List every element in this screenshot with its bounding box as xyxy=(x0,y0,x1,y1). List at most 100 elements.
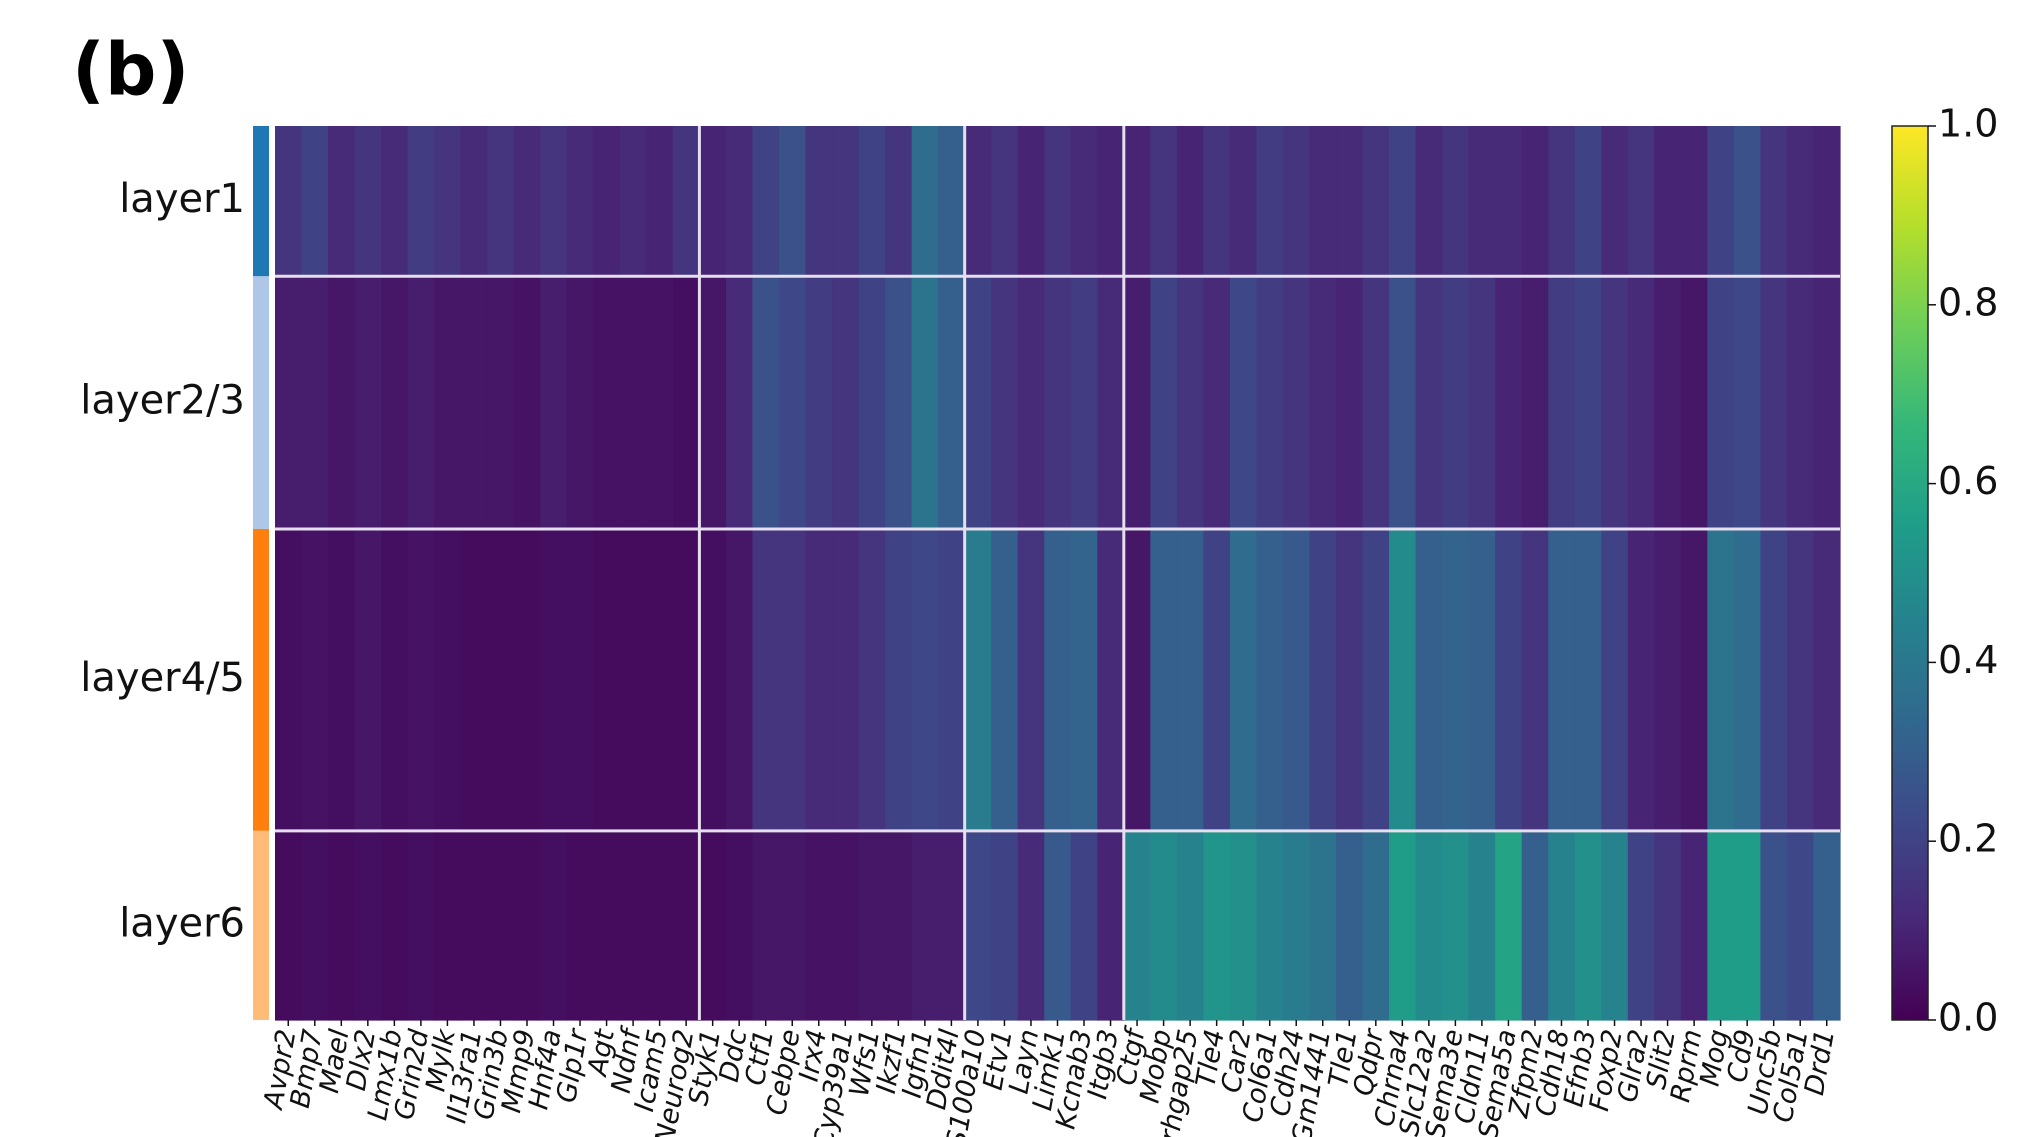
heatmap-cell xyxy=(1097,830,1125,1021)
heatmap-cell xyxy=(1229,276,1258,530)
heatmap-cell xyxy=(1097,276,1125,530)
heatmap-cell xyxy=(487,276,515,530)
heatmap-cell xyxy=(619,830,647,1021)
heatmap-cell xyxy=(593,528,621,832)
heatmap-cell xyxy=(1415,830,1443,1021)
heatmap-cell xyxy=(646,528,674,832)
heatmap-cell xyxy=(1362,276,1390,530)
heatmap-cell xyxy=(1282,830,1311,1021)
heatmap-cell xyxy=(1601,528,1629,832)
heatmap-cell xyxy=(1813,830,1841,1021)
heatmap-cell xyxy=(1601,276,1629,530)
colorbar-tick-label: 0.0 xyxy=(1938,996,1998,1040)
heatmap-cell xyxy=(619,528,647,832)
heatmap-cell xyxy=(434,126,462,277)
heatmap-cell xyxy=(434,276,462,530)
heatmap-cell xyxy=(1203,126,1231,277)
heatmap-cell xyxy=(1548,830,1576,1021)
heatmap-cell xyxy=(725,528,754,832)
heatmap-cell xyxy=(752,276,780,530)
heatmap-cell xyxy=(805,126,833,277)
heatmap-cell xyxy=(858,830,886,1021)
heatmap-cell xyxy=(1760,276,1788,530)
heatmap-cell xyxy=(1680,830,1708,1021)
heatmap-cell xyxy=(1097,528,1125,832)
heatmap-cell xyxy=(832,276,860,530)
heatmap-cell xyxy=(911,528,939,832)
heatmap-cell xyxy=(513,830,541,1021)
heatmap-cell xyxy=(1150,830,1178,1021)
heatmap-cell xyxy=(1362,126,1390,277)
heatmap-cell xyxy=(938,126,966,277)
heatmap-cell xyxy=(1707,276,1735,530)
heatmap-cell xyxy=(1203,276,1231,530)
heatmap-cell xyxy=(646,830,674,1021)
heatmap-cell xyxy=(672,276,701,530)
heatmap-cell xyxy=(1150,126,1178,277)
heatmap-cell xyxy=(911,126,939,277)
heatmap-cell xyxy=(1017,830,1045,1021)
heatmap-cell xyxy=(434,528,462,832)
heatmap-cell xyxy=(991,126,1019,277)
heatmap-cell xyxy=(301,830,329,1021)
heatmap-cell xyxy=(1733,830,1762,1021)
heatmap-cell xyxy=(1786,528,1815,832)
heatmap-cell xyxy=(1309,276,1337,530)
heatmap-cell xyxy=(938,276,966,530)
heatmap-cell xyxy=(407,830,435,1021)
heatmap-cell xyxy=(964,528,992,832)
heatmap-cell xyxy=(1336,830,1364,1021)
heatmap-cell xyxy=(1521,126,1549,277)
heatmap-cell xyxy=(407,276,435,530)
heatmap-cell xyxy=(275,528,303,832)
heatmap-cell xyxy=(991,276,1019,530)
heatmap-cell xyxy=(938,830,966,1021)
heatmap-cell xyxy=(540,276,568,530)
heatmap-cell xyxy=(1574,276,1602,530)
heatmap-cell xyxy=(1733,528,1762,832)
heatmap-cell xyxy=(1468,276,1496,530)
heatmap-cell xyxy=(1044,126,1072,277)
heatmap-cell xyxy=(1786,126,1815,277)
heatmap-cell xyxy=(1601,126,1629,277)
heatmap-cell xyxy=(778,830,807,1021)
heatmap-cell xyxy=(1336,276,1364,530)
heatmap-cell xyxy=(858,276,886,530)
heatmap-cell xyxy=(328,528,356,832)
heatmap-cell xyxy=(752,126,780,277)
heatmap-cell xyxy=(1389,528,1417,832)
heatmap-cell xyxy=(1680,528,1708,832)
heatmap-cell xyxy=(1627,126,1655,277)
heatmap-cell xyxy=(619,276,647,530)
heatmap-cell xyxy=(1442,528,1470,832)
heatmap-cell xyxy=(381,528,409,832)
heatmap-cell xyxy=(381,830,409,1021)
heatmap-cell xyxy=(805,276,833,530)
heatmap-cell xyxy=(1415,276,1443,530)
heatmap-cell xyxy=(354,126,382,277)
heatmap-cell xyxy=(1282,126,1311,277)
heatmap-cell xyxy=(1044,528,1072,832)
heatmap-cell xyxy=(1123,126,1151,277)
heatmap-cell xyxy=(1707,528,1735,832)
heatmap-cell xyxy=(699,830,727,1021)
heatmap-cell xyxy=(1256,830,1284,1021)
heatmap-cell xyxy=(1442,126,1470,277)
heatmap-cell xyxy=(672,528,701,832)
heatmap-cell xyxy=(1442,276,1470,530)
heatmap-cell xyxy=(1521,276,1549,530)
heatmap-cell xyxy=(1256,126,1284,277)
heatmap-cell xyxy=(1309,126,1337,277)
heatmap-cell xyxy=(1521,830,1549,1021)
heatmap-cell xyxy=(1760,126,1788,277)
heatmap-cell xyxy=(832,830,860,1021)
heatmap-cell xyxy=(1336,528,1364,832)
chart-title: (b) xyxy=(72,28,189,112)
heatmap-cell xyxy=(778,276,807,530)
heatmap-cell xyxy=(885,830,913,1021)
heatmap-cell xyxy=(858,528,886,832)
heatmap-cell xyxy=(1654,830,1682,1021)
heatmap-cell xyxy=(566,276,594,530)
heatmap-cell xyxy=(672,830,701,1021)
heatmap-cell xyxy=(513,276,541,530)
